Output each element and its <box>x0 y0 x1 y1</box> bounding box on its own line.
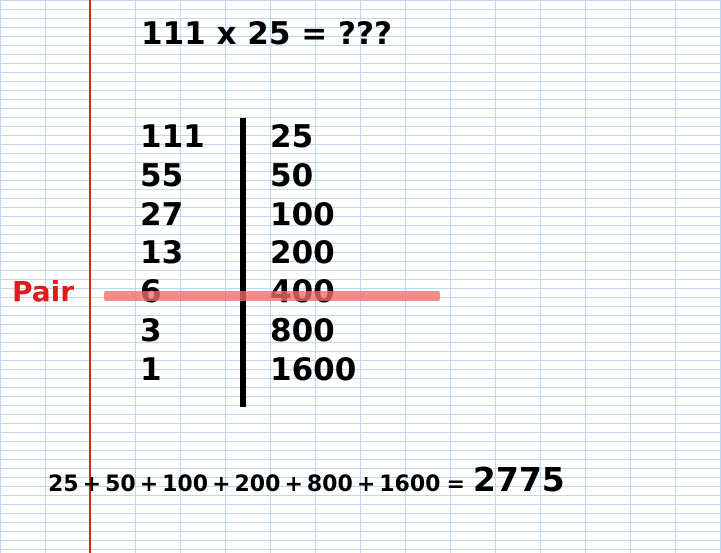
equation-title: 111 x 25 = ??? <box>141 16 392 52</box>
pair-label: Pair <box>12 275 74 308</box>
sum-term: 25 <box>48 472 79 497</box>
halving-value: 27 <box>140 196 240 235</box>
plus-sign: + <box>208 472 234 497</box>
plus-sign: + <box>136 472 162 497</box>
doubling-value: 50 <box>270 157 356 196</box>
halving-value: 55 <box>140 157 240 196</box>
sum-result: 2775 <box>473 460 565 499</box>
sum-term: 800 <box>307 472 353 497</box>
plus-sign: + <box>79 472 105 497</box>
halving-value: 1 <box>140 351 240 390</box>
sum-expression: 25+50+100+200+800+1600=2775 <box>48 460 565 499</box>
halving-value: 111 <box>140 118 240 157</box>
halving-value: 13 <box>140 234 240 273</box>
doubling-column: 25501002004008001600 <box>246 118 356 389</box>
plus-sign: + <box>280 472 306 497</box>
diagram-content: 111 x 25 = ??? 111552713631 255010020040… <box>0 0 721 553</box>
doubling-value: 800 <box>270 312 356 351</box>
doubling-value: 1600 <box>270 351 356 390</box>
equals-sign: = <box>440 472 472 497</box>
halving-value: 3 <box>140 312 240 351</box>
sum-term: 100 <box>162 472 208 497</box>
sum-term: 50 <box>105 472 136 497</box>
strikethrough-bar <box>104 291 440 301</box>
halving-column: 111552713631 <box>140 118 240 389</box>
halving-doubling-table: 111552713631 25501002004008001600 <box>140 118 356 389</box>
sum-term: 200 <box>235 472 281 497</box>
doubling-value: 100 <box>270 196 356 235</box>
sum-term: 1600 <box>379 472 440 497</box>
plus-sign: + <box>353 472 379 497</box>
doubling-value: 25 <box>270 118 356 157</box>
doubling-value: 200 <box>270 234 356 273</box>
